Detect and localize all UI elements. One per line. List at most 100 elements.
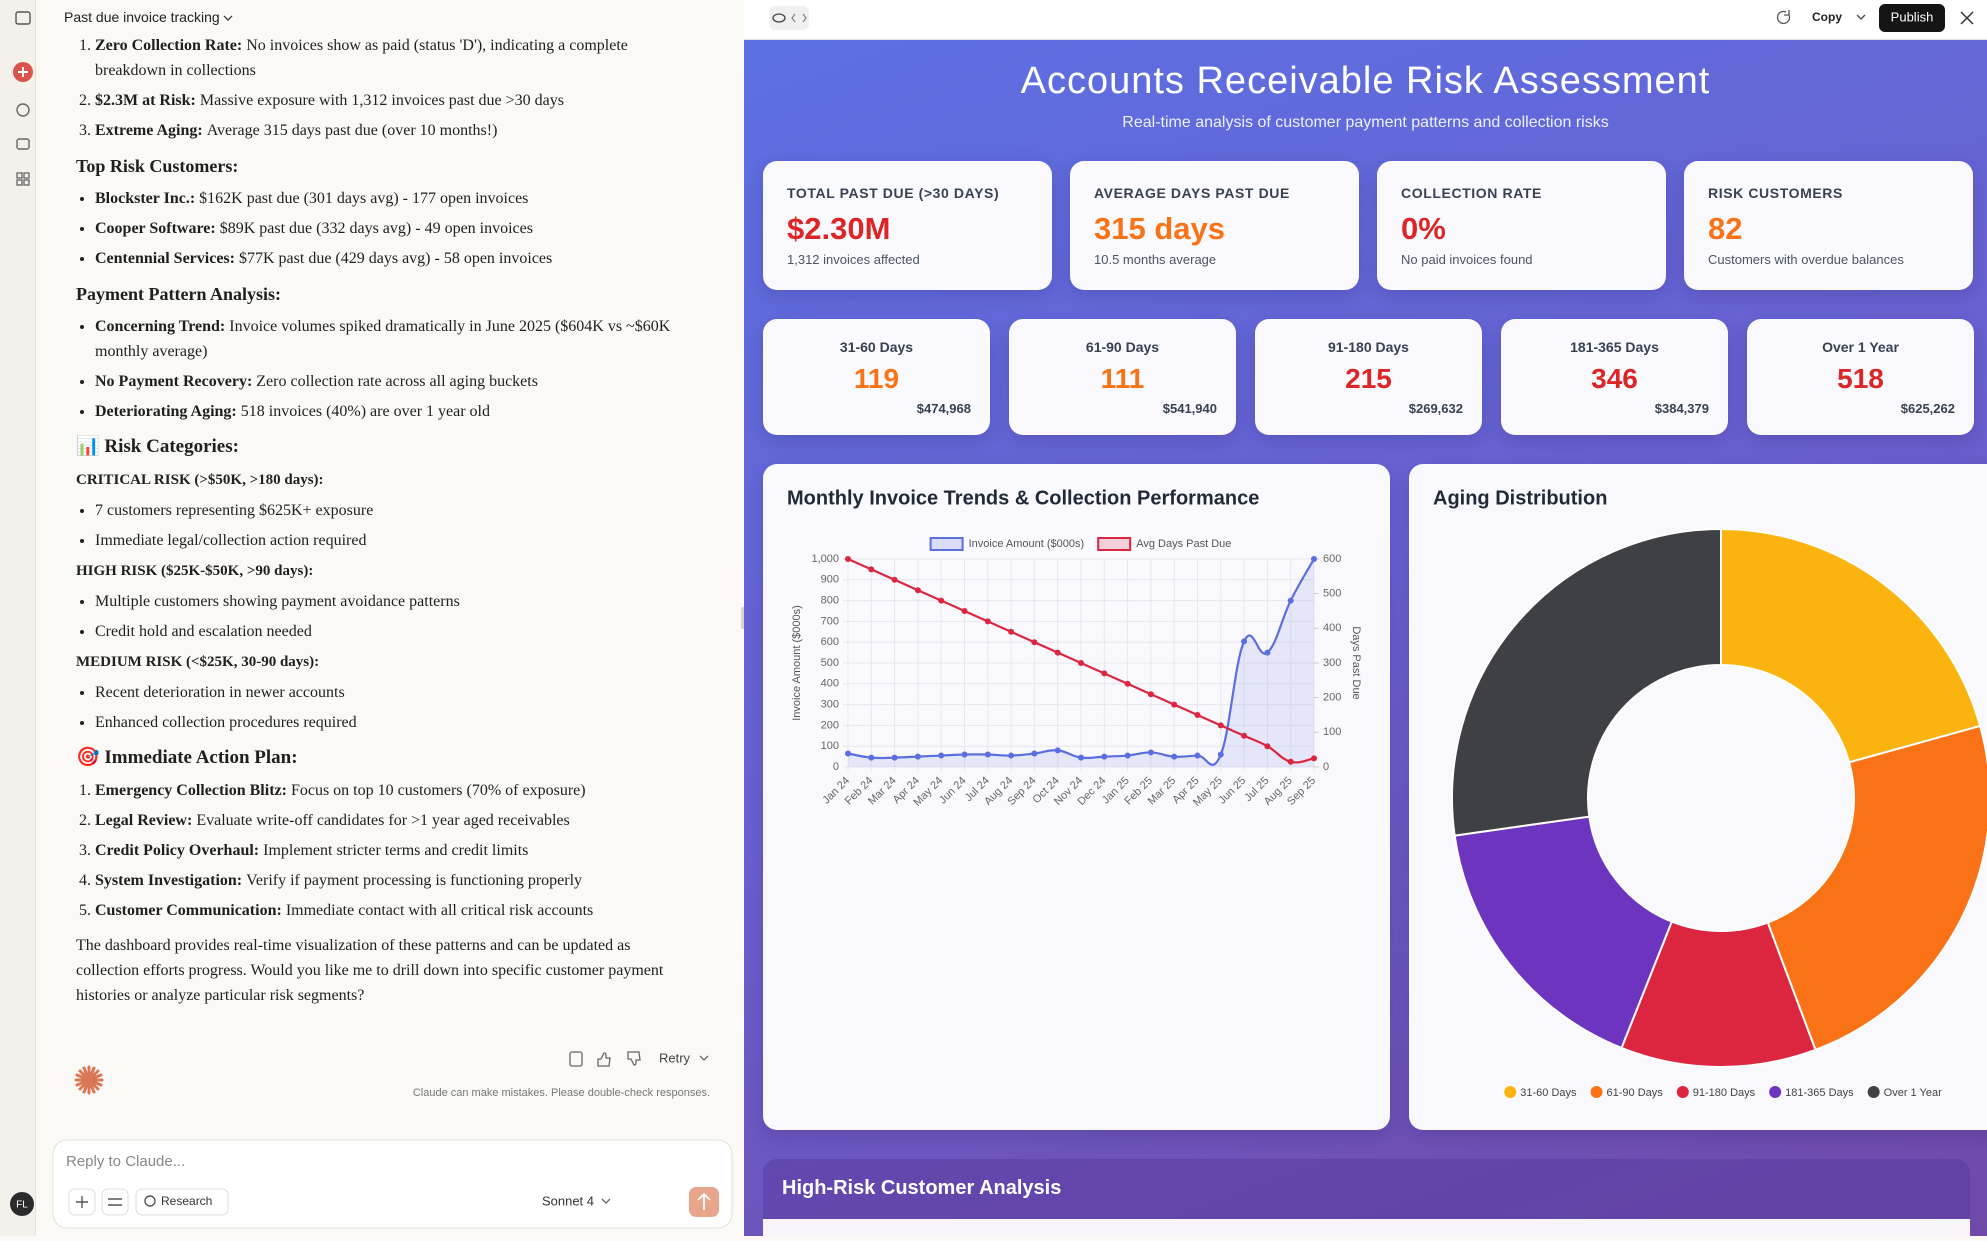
aging-card: 31-60 Days 119 $474,968 (763, 319, 990, 435)
aging-card: 91-180 Days 215 $269,632 (1255, 319, 1482, 435)
subheading: Payment Pattern Analysis: (76, 284, 281, 304)
artifacts-icon[interactable] (16, 172, 23, 179)
view-toggle[interactable] (769, 6, 809, 30)
aging-count: 215 (1345, 363, 1392, 394)
item-text: No invoices show as paid (status 'D'), i… (95, 37, 628, 79)
artifact-toolbar: Copy Publish (744, 0, 1987, 40)
legend-item: 31-60 Days (1504, 1086, 1577, 1099)
aging-amount: $541,940 (1162, 401, 1217, 416)
legend-swatch (1867, 1086, 1880, 1098)
list-item: Centennial Services:$77K past due (429 d… (95, 246, 690, 271)
data-point (1171, 753, 1178, 760)
legend-item: Avg Days Past Due (1097, 537, 1231, 551)
research-button[interactable] (135, 1188, 229, 1216)
item-label: Centennial Services: (95, 250, 235, 267)
subheading: Top Risk Customers: (76, 156, 239, 176)
y-tick-label: 200 (821, 719, 839, 731)
aging-count: 518 (1837, 363, 1884, 394)
y2-tick-label: 600 (1323, 553, 1341, 565)
y2-tick-label: 100 (1323, 726, 1341, 738)
kpi-card: TOTAL PAST DUE (>30 DAYS) $2.30M 1,312 inv… (763, 161, 1052, 290)
item-label: Cooper Software: (95, 220, 216, 237)
chat-header: Past due invoice tracking (36, 0, 744, 32)
list-item: Blockster Inc.:$162K past due (301 days … (95, 186, 690, 211)
data-point (1194, 712, 1201, 718)
item-label: Legal Review: (95, 812, 193, 829)
search-icon (144, 1195, 156, 1207)
tools-button[interactable] (101, 1188, 129, 1216)
item-text: $162K past due (301 days avg) - 177 open… (199, 190, 529, 207)
message-list: Recent deterioration in newer accounts En… (76, 680, 690, 735)
chevron (223, 15, 233, 21)
chat-panel: Past due invoice tracking Zero Collectio… (36, 0, 744, 1236)
disclaimer: Claude can make mistakes. Please double-… (413, 1087, 710, 1099)
list-item: Cooper Software:$89K past due (332 days … (95, 216, 690, 241)
message-list: Concerning Trend:Invoice volumes spiked … (76, 314, 690, 424)
y-tick-label: 1,000 (811, 553, 839, 565)
model-selector[interactable]: Sonnet 4 (542, 1193, 594, 1208)
legend-swatch (929, 537, 964, 551)
legend-item: 181-365 Days (1769, 1086, 1854, 1099)
legend-swatch (1590, 1086, 1603, 1098)
message-list: Zero Collection Rate:No invoices show as… (76, 33, 690, 143)
legend-label: 181-365 Days (1785, 1087, 1854, 1099)
data-point (984, 618, 991, 625)
sidebar-toggle[interactable] (15, 11, 31, 25)
paragraph: The dashboard provides real-time visuali… (76, 937, 664, 1004)
retry-button[interactable]: Retry (659, 1050, 691, 1065)
y-tick-label: 400 (821, 678, 839, 690)
tools-icon (108, 1198, 122, 1206)
copy-button[interactable] (569, 1051, 583, 1067)
data-point (961, 751, 968, 758)
legend-swatch (1097, 537, 1132, 551)
item-label: System Investigation: (95, 872, 243, 889)
y2-tick-label: 500 (1323, 588, 1341, 600)
data-point (938, 752, 945, 759)
attach-button[interactable] (68, 1188, 96, 1216)
kpi-label: AVERAGE DAYS PAST DUE (1094, 185, 1290, 201)
list-item: Enhanced collection procedures required (95, 710, 690, 735)
data-point (1194, 752, 1201, 759)
legend-item: Over 1 Year (1867, 1086, 1942, 1099)
donut-slice (1720, 527, 1982, 764)
message-list: Blockster Inc.:$162K past due (301 days … (76, 186, 690, 271)
conversation-title[interactable]: Past due invoice tracking (64, 9, 220, 25)
close-button[interactable] (1960, 11, 1974, 25)
avatar[interactable] (10, 1192, 34, 1216)
projects-icon[interactable] (16, 138, 30, 150)
kpi-value: 82 (1708, 211, 1743, 246)
publish-button[interactable] (1879, 4, 1945, 32)
kpi-label: RISK CUSTOMERS (1708, 185, 1843, 201)
thumbs-up[interactable] (597, 1052, 611, 1067)
kpi-label: COLLECTION RATE (1401, 185, 1542, 201)
copy-button[interactable]: Copy (1812, 10, 1842, 24)
list-item: Extreme Aging:Average 315 days past due … (95, 118, 690, 143)
preview-icon[interactable] (772, 13, 786, 23)
item-text: Verify if payment processing is function… (246, 872, 583, 889)
data-point (891, 754, 898, 761)
input-box[interactable] (52, 1139, 733, 1229)
thumbs-down[interactable] (627, 1051, 641, 1066)
list-item: Multiple customers showing payment avoid… (95, 589, 690, 614)
y-tick-label: 0 (833, 761, 839, 773)
plus-icon (76, 1196, 88, 1208)
y2-axis-title: Days Past Due (1350, 626, 1362, 699)
chevron (1856, 14, 1866, 20)
list-item: Immediate legal/collection action requir… (95, 528, 690, 553)
label: HIGH RISK ($25K-$50K, >90 days): (76, 563, 314, 579)
item-label: Credit Policy Overhaul: (95, 842, 260, 859)
list-item: Emergency Collection Blitz:Focus on top … (95, 778, 690, 803)
code-icon[interactable] (791, 13, 807, 23)
legend-swatch (1676, 1086, 1689, 1098)
y2-tick-label: 400 (1323, 622, 1341, 634)
artifacts-icon (16, 179, 23, 186)
send-button[interactable] (689, 1187, 719, 1217)
list-item: Credit hold and escalation needed (95, 619, 690, 644)
data-point (984, 751, 991, 758)
chats-icon[interactable] (16, 103, 30, 117)
legend-item: Invoice Amount ($000s) (929, 537, 1084, 551)
chevron (699, 1055, 709, 1061)
list-item: Concerning Trend:Invoice volumes spiked … (95, 314, 690, 364)
y-tick-label: 900 (821, 574, 839, 586)
refresh-button[interactable] (1776, 10, 1791, 25)
